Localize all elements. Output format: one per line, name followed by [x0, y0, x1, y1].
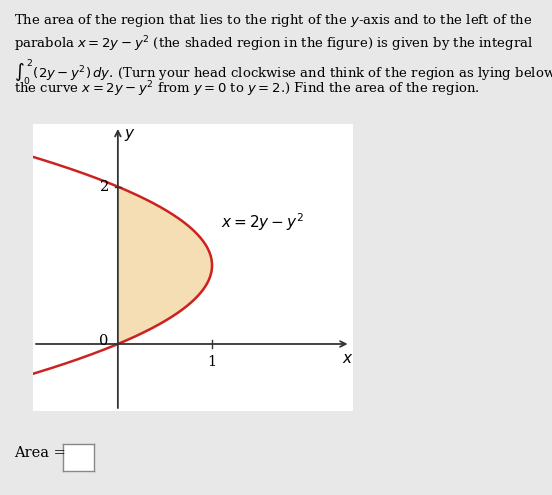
- Text: 2: 2: [100, 180, 109, 194]
- Text: $\int_0^{\,2} (2y - y^2)\, dy$. (Turn your head clockwise and think of the regio: $\int_0^{\,2} (2y - y^2)\, dy$. (Turn yo…: [14, 57, 552, 87]
- Text: 0: 0: [99, 334, 108, 348]
- Text: $x = 2y - y^2$: $x = 2y - y^2$: [221, 211, 305, 233]
- Text: The area of the region that lies to the right of the $y$-axis and to the left of: The area of the region that lies to the …: [14, 12, 532, 29]
- Text: $x$: $x$: [342, 352, 353, 366]
- Text: parabola $x = 2y - y^2$ (the shaded region in the figure) is given by the integr: parabola $x = 2y - y^2$ (the shaded regi…: [14, 35, 533, 54]
- Text: 1: 1: [208, 355, 216, 369]
- Text: $y$: $y$: [124, 127, 136, 143]
- Text: the curve $x = 2y - y^2$ from $y = 0$ to $y = 2$.) Find the area of the region.: the curve $x = 2y - y^2$ from $y = 0$ to…: [14, 79, 480, 99]
- Text: Area =: Area =: [14, 446, 66, 460]
